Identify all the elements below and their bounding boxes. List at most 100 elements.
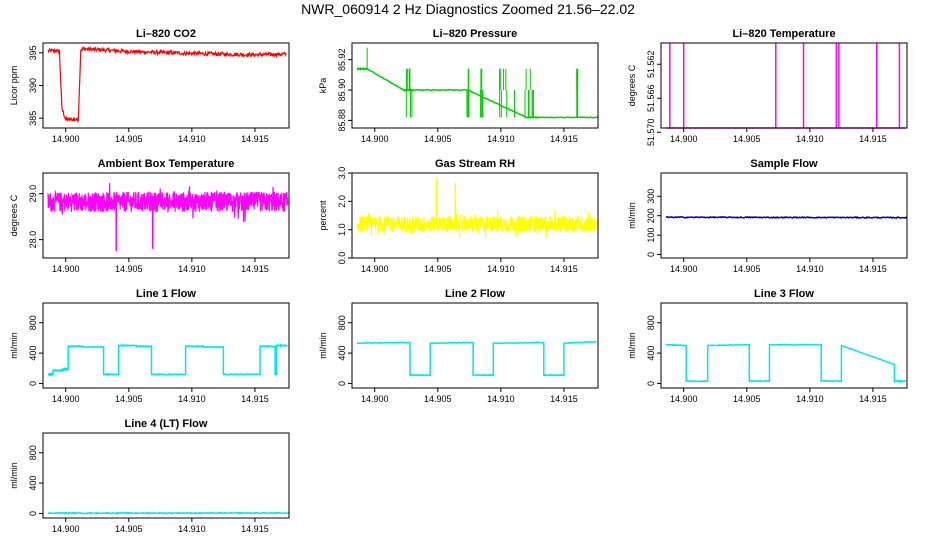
y-axis-label: ml/min: [627, 332, 637, 359]
x-tick-label: 14.900: [361, 264, 389, 274]
x-tick-label: 14.905: [115, 264, 143, 274]
data-series: [47, 343, 289, 377]
x-tick-label: 14.905: [733, 264, 761, 274]
y-tick-label: 385: [28, 111, 38, 126]
figure-title: NWR_060914 2 Hz Diagnostics Zoomed 21.56…: [301, 1, 635, 17]
panel-2: Li–820 Pressure 14.900 14.905 14.910 14.915 8…: [318, 28, 599, 144]
y-tick-label: 85.92: [337, 48, 347, 71]
y-tick-label: 29.0: [28, 185, 38, 203]
panel-10: Line 4 (LT) Flow 14.900 14.905 14.910 14.915…: [9, 418, 290, 534]
data-series: [47, 182, 289, 252]
y-tick-label: 200: [646, 208, 656, 223]
y-tick-label: 85.88: [337, 109, 347, 132]
plot-frame: [42, 172, 290, 259]
y-axis-label: ml/min: [627, 202, 637, 229]
x-tick-label: 14.915: [550, 134, 578, 144]
x-tick-label: 14.910: [796, 264, 824, 274]
x-tick-label: 14.900: [670, 394, 698, 404]
y-tick-label: 395: [28, 45, 38, 60]
panel-9: Line 3 Flow 14.900 14.905 14.910 14.915 0 400 8…: [627, 288, 908, 404]
x-tick-label: 14.900: [52, 134, 80, 144]
y-tick-label: 390: [28, 78, 38, 93]
x-tick-label: 14.905: [115, 524, 143, 534]
data-series: [665, 215, 907, 220]
x-tick-label: 14.915: [241, 264, 269, 274]
x-tick-label: 14.900: [52, 394, 80, 404]
y-tick-label: 0.0: [337, 252, 347, 265]
panel-title: Gas Stream RH: [435, 158, 515, 170]
plot-frame: [351, 42, 599, 129]
panel-5: Gas Stream RH 14.900 14.905 14.910 14.915 0.0…: [318, 158, 599, 274]
y-tick-label: 2.0: [337, 195, 347, 208]
data-series: [356, 340, 597, 377]
panel-7: Line 1 Flow 14.900 14.905 14.910 14.915 0 400 8…: [9, 288, 290, 404]
x-tick-label: 14.910: [796, 134, 824, 144]
x-tick-label: 14.915: [241, 524, 269, 534]
y-axis-label: kPa: [318, 78, 328, 94]
panel-3: Li–820 Temperature 14.900 14.905 14.910 14.9…: [627, 28, 908, 146]
plot-frame: [660, 42, 908, 129]
y-tick-label: 51.562: [646, 50, 656, 78]
y-tick-label: 100: [646, 228, 656, 243]
x-tick-label: 14.900: [52, 264, 80, 274]
y-tick-label: 51.570: [646, 118, 656, 146]
panel-title: Ambient Box Temperature: [98, 158, 235, 170]
y-tick-label: 800: [646, 315, 656, 330]
panel-title: Line 4 (LT) Flow: [125, 418, 208, 430]
y-tick-label: 400: [28, 476, 38, 491]
panel-title: Line 3 Flow: [754, 288, 814, 300]
x-tick-label: 14.910: [178, 264, 206, 274]
y-tick-label: 800: [337, 315, 347, 330]
x-tick-label: 14.910: [178, 134, 206, 144]
x-tick-label: 14.915: [859, 134, 887, 144]
x-tick-label: 14.915: [241, 394, 269, 404]
y-tick-label: 400: [337, 346, 347, 361]
x-tick-label: 14.910: [178, 394, 206, 404]
y-axis-label: percent: [318, 200, 328, 231]
x-tick-label: 14.915: [550, 394, 578, 404]
y-tick-label: 1.0: [337, 223, 347, 236]
x-tick-label: 14.915: [550, 264, 578, 274]
x-tick-label: 14.900: [52, 524, 80, 534]
y-tick-label: 0: [28, 511, 38, 516]
x-tick-label: 14.905: [733, 134, 761, 144]
y-tick-label: 0: [337, 381, 347, 386]
x-tick-label: 14.905: [115, 394, 143, 404]
y-tick-label: 800: [28, 445, 38, 460]
x-tick-label: 14.910: [796, 394, 824, 404]
y-axis-label: ml/min: [318, 332, 328, 359]
data-series: [47, 511, 290, 515]
plot-frame: [42, 432, 290, 519]
y-tick-label: 3.0: [337, 167, 347, 180]
x-tick-label: 14.915: [241, 134, 269, 144]
x-tick-label: 14.915: [859, 264, 887, 274]
data-series: [356, 66, 599, 119]
plot-frame: [351, 302, 599, 389]
panel-title: Li–820 CO2: [136, 28, 196, 40]
y-tick-label: 0: [28, 381, 38, 386]
x-tick-label: 14.905: [733, 394, 761, 404]
y-tick-label: 400: [646, 346, 656, 361]
y-tick-label: 0: [646, 381, 656, 386]
x-tick-label: 14.910: [178, 524, 206, 534]
y-axis-label: ml/min: [9, 462, 19, 489]
x-tick-label: 14.900: [670, 134, 698, 144]
y-tick-label: 300: [646, 189, 656, 204]
x-tick-label: 14.905: [424, 394, 452, 404]
plot-frame: [660, 172, 908, 259]
panel-1: Li–820 CO2 14.900 14.905 14.910 14.915 385 390…: [9, 28, 290, 144]
x-tick-label: 14.905: [424, 264, 452, 274]
y-axis-label: degrees C: [627, 64, 637, 106]
data-series: [665, 343, 907, 384]
x-tick-label: 14.900: [361, 394, 389, 404]
x-tick-label: 14.910: [487, 394, 515, 404]
plot-frame: [42, 302, 290, 389]
x-tick-label: 14.900: [670, 264, 698, 274]
y-tick-label: 800: [28, 315, 38, 330]
y-axis-label: ml/min: [9, 332, 19, 359]
panel-title: Sample Flow: [750, 158, 818, 170]
x-tick-label: 14.910: [487, 134, 515, 144]
y-tick-label: 0: [646, 252, 656, 257]
panel-title: Li–820 Temperature: [732, 28, 835, 40]
